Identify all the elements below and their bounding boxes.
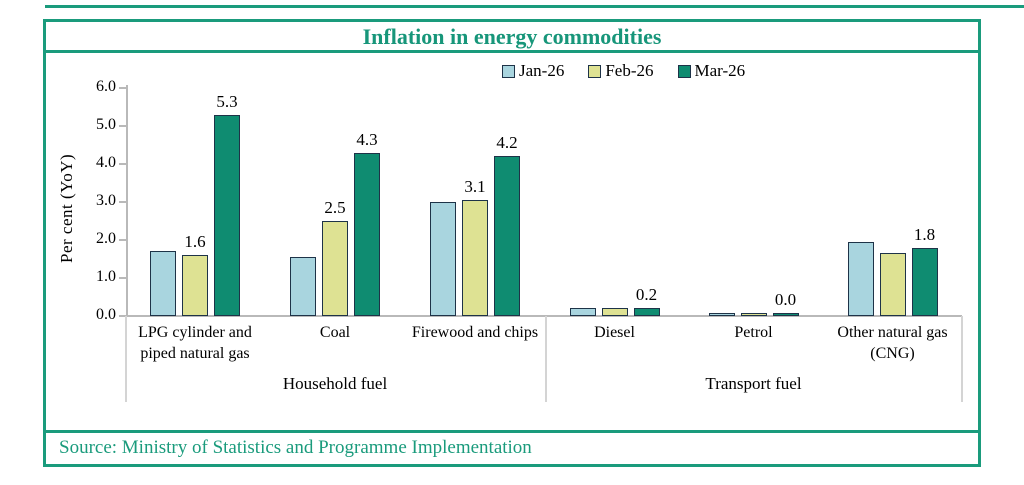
source-note: Source: Ministry of Statistics and Progr… bbox=[46, 430, 978, 464]
chart-title: Inflation in energy commodities bbox=[46, 22, 978, 53]
top-rule bbox=[45, 5, 1024, 8]
chart-frame: Inflation in energy commodities Source: … bbox=[43, 19, 981, 467]
